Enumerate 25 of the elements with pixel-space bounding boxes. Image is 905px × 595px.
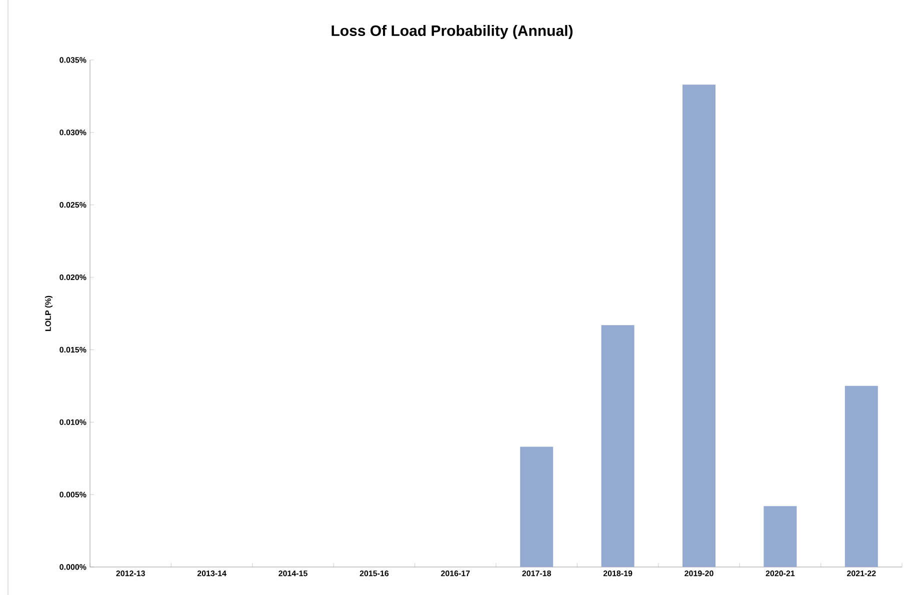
x-tick-label: 2016-17 [441,570,470,576]
x-tick-label: 2015-16 [360,570,389,576]
bar [764,506,797,567]
bar [520,446,554,567]
x-tick-label: 2021-22 [847,570,876,576]
y-tick-label: 0.025% [60,202,86,208]
x-tick-label: 2020-21 [766,570,795,576]
x-tick-label: 2013-14 [197,570,226,576]
y-tick-label: 0.005% [60,492,86,498]
bar [682,84,716,567]
y-tick-label: 0.020% [60,274,86,280]
y-tick-label: 0.015% [60,346,86,353]
bar [601,325,634,567]
chart-title: Loss Of Load Probability (Annual) [332,25,573,39]
x-tick-label: 2014-15 [278,570,308,576]
y-tick-label: 0.000% [60,564,86,570]
x-tick-label: 2017-18 [522,570,552,576]
y-axis-title: LOLP (%) [45,296,52,331]
x-tick-label: 2019-20 [684,570,714,576]
y-tick-label: 0.030% [60,130,86,136]
x-tick-label: 2012-13 [116,570,145,576]
y-tick-label: 0.035% [60,57,86,63]
y-tick-label: 0.010% [60,419,86,425]
bar [844,386,878,567]
x-tick-label: 2018-19 [603,570,632,576]
